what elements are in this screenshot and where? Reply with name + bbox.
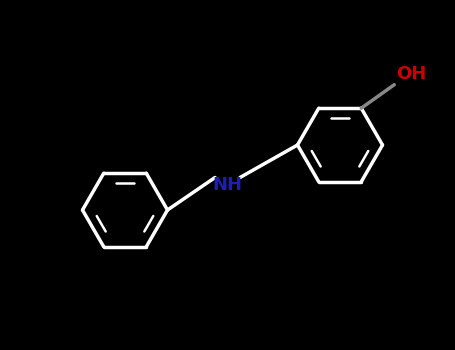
Text: NH: NH (212, 176, 243, 194)
Text: OH: OH (396, 65, 426, 83)
